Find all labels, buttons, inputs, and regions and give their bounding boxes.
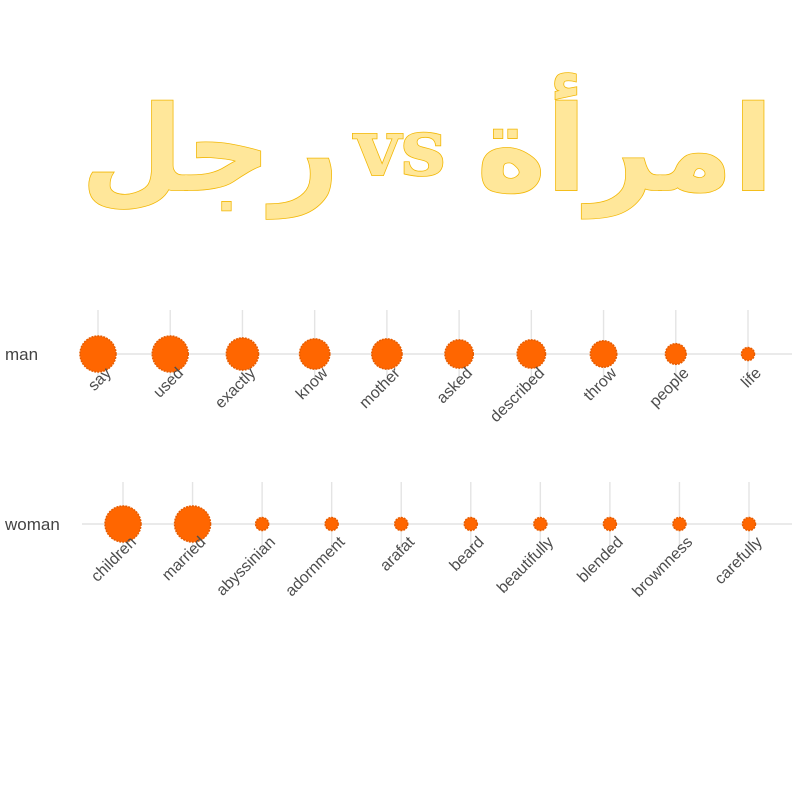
point-man-asked[interactable] — [444, 339, 475, 369]
point-woman-beautifully[interactable] — [533, 516, 548, 532]
point-man-described[interactable] — [516, 339, 547, 369]
tick-label-people: people — [647, 365, 693, 411]
point-woman-adornment[interactable] — [324, 516, 339, 532]
title-woman-arabic: امرأة — [476, 72, 773, 219]
point-woman-married[interactable] — [173, 505, 212, 543]
point-woman-carefully[interactable] — [741, 516, 757, 532]
tick-label-exactly: exactly — [212, 365, 259, 412]
tick-label-throw: throw — [581, 364, 621, 404]
tick-label-arafat: arafat — [377, 533, 418, 574]
tick-label-beautifully: beautifully — [494, 534, 557, 597]
point-man-mother[interactable] — [371, 338, 403, 370]
point-man-exactly[interactable] — [225, 337, 260, 371]
point-woman-children[interactable] — [104, 505, 142, 543]
point-man-say[interactable] — [79, 335, 117, 373]
tick-label-asked: asked — [434, 365, 476, 407]
point-man-used[interactable] — [151, 335, 189, 373]
title-man-arabic: رجل — [81, 80, 339, 219]
tick-label-know: know — [293, 364, 332, 403]
point-woman-blended[interactable] — [602, 516, 618, 532]
point-man-people[interactable] — [664, 342, 687, 366]
tick-label-used: used — [150, 365, 187, 402]
point-woman-abyssinian[interactable] — [254, 516, 270, 532]
point-man-throw[interactable] — [589, 340, 618, 368]
point-man-life[interactable] — [740, 346, 756, 362]
point-man-know[interactable] — [298, 338, 331, 370]
row-label-woman: woman — [4, 515, 60, 534]
point-woman-beard[interactable] — [463, 516, 479, 532]
tick-label-blended: blended — [574, 534, 626, 586]
tick-label-brownness: brownness — [630, 534, 697, 601]
tick-label-beard: beard — [447, 534, 488, 575]
tick-label-described: described — [487, 365, 548, 426]
tick-label-mother: mother — [356, 364, 404, 412]
tick-label-adornment: adornment — [282, 533, 349, 600]
tick-label-married: married — [159, 534, 209, 584]
point-woman-brownness[interactable] — [672, 516, 687, 532]
tick-label-children: children — [88, 534, 140, 586]
row-label-man: man — [5, 345, 38, 364]
title-banner: رجل vs امرأة — [0, 0, 798, 260]
tick-label-life: life — [738, 365, 765, 392]
tick-label-abyssinian: abyssinian — [213, 534, 278, 599]
tick-label-carefully: carefully — [712, 534, 766, 588]
point-woman-arafat[interactable] — [393, 516, 409, 532]
title-vs: vs — [352, 100, 446, 194]
